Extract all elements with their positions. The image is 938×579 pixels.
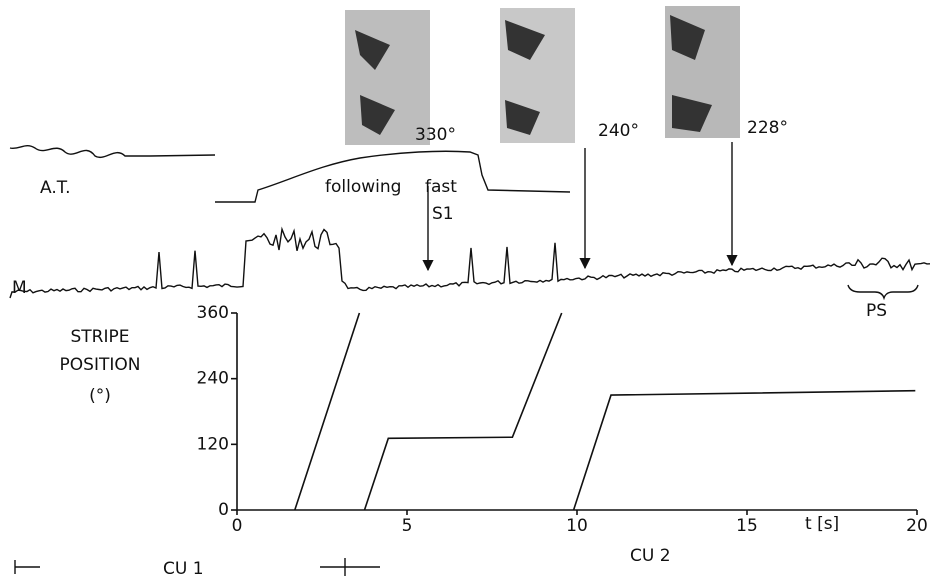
- label: following: [325, 177, 401, 197]
- line: [294, 312, 916, 511]
- label: 228°: [747, 118, 788, 138]
- label: fast: [425, 177, 457, 197]
- x-label: t [s]: [805, 514, 839, 534]
- label: PS: [866, 301, 887, 321]
- x-tick-label: 10: [566, 516, 588, 536]
- label: CU 1: [163, 559, 204, 579]
- y-tick-label: 0: [218, 500, 229, 520]
- scale-marks: [14, 558, 380, 576]
- at-trace: [9, 145, 216, 159]
- x-tick-label: 20: [906, 516, 928, 536]
- x-tick-label: 5: [402, 516, 413, 536]
- label: CU 2: [630, 546, 671, 566]
- brace: [847, 284, 919, 301]
- y-tick-label: 240: [197, 369, 229, 389]
- top-trace: [215, 150, 571, 203]
- label: 240°: [598, 121, 639, 141]
- x-tick-label: 15: [736, 516, 758, 536]
- label: M: [12, 278, 27, 298]
- y-label: (°): [89, 386, 111, 406]
- photos: [345, 6, 740, 145]
- y-label: STRIPE: [71, 327, 130, 347]
- y-tick-label: 120: [197, 434, 229, 454]
- axes: [236, 313, 917, 511]
- label: A.T.: [40, 178, 71, 198]
- m-trace: [9, 226, 931, 299]
- label: S1: [432, 204, 454, 224]
- x-tick-label: 0: [232, 516, 243, 536]
- y-tick-label: 360: [197, 303, 229, 323]
- label: 330°: [415, 125, 456, 145]
- y-label: POSITION: [60, 355, 141, 375]
